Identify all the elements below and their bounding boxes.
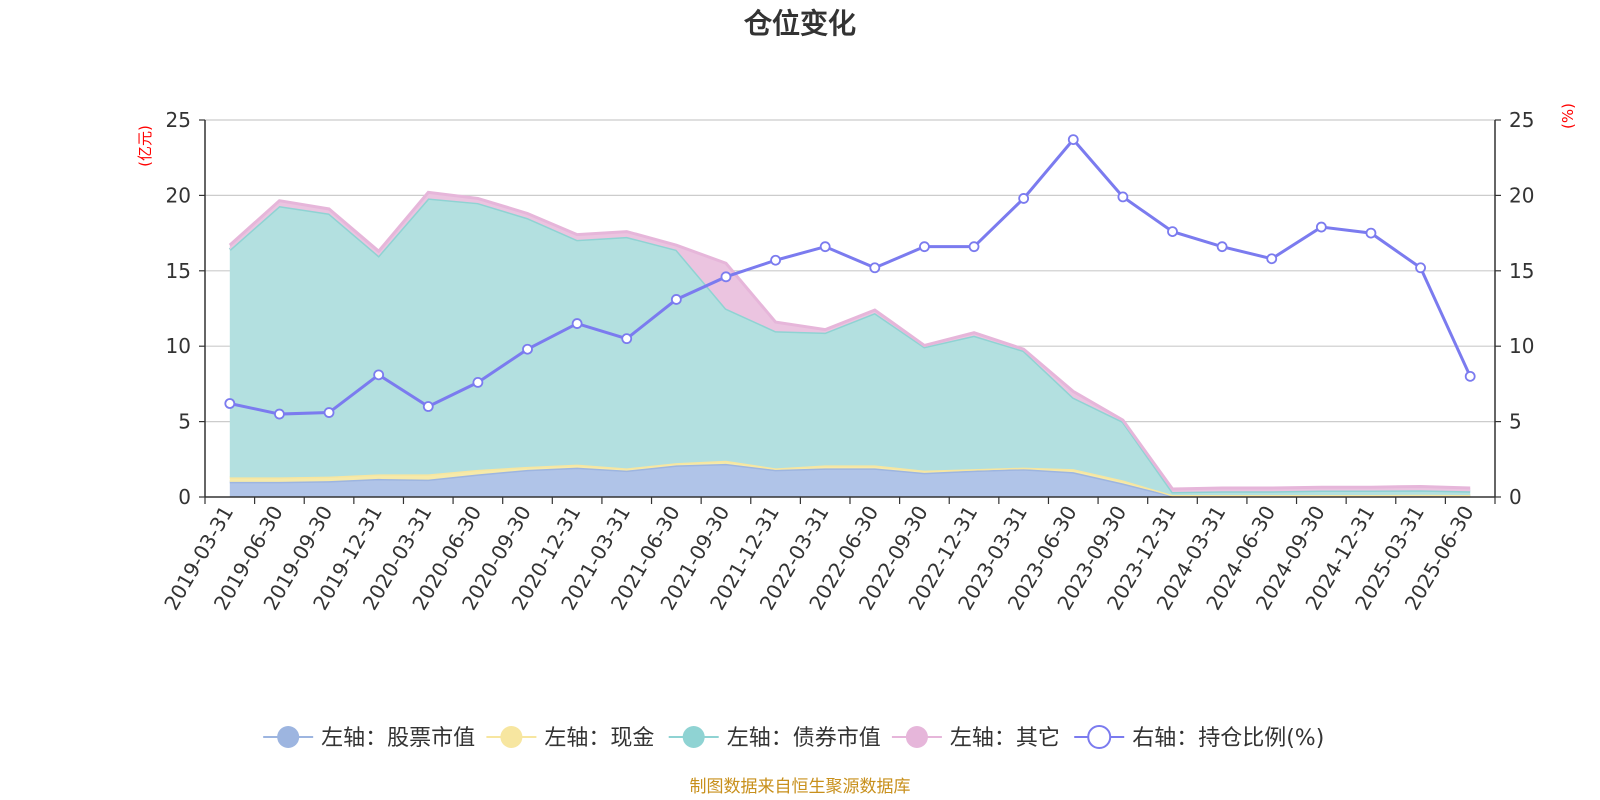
legend-label: 左轴：债券市值: [727, 726, 881, 751]
area-左轴：股票市值: [229, 463, 1471, 497]
legend-label: 左轴：现金: [544, 726, 654, 751]
line-point: [274, 408, 285, 420]
line-point: [472, 376, 484, 388]
right-axis-unit: (%): [1559, 103, 1577, 129]
line-point: [968, 241, 980, 253]
legend-item: 左轴：债券市值: [668, 726, 881, 751]
legend-label: 右轴：持仓比例(%): [1132, 726, 1324, 751]
line-point: [373, 369, 385, 381]
right-axis-tick-label: 20: [1509, 183, 1534, 207]
right-axis-tick-label: 10: [1509, 334, 1534, 358]
line-右轴：持仓比例(%): [229, 137, 1472, 416]
line-point: [670, 294, 682, 305]
line-point: [1365, 227, 1377, 239]
line-point: [621, 333, 633, 345]
left-axis-tick-label: 25: [166, 108, 191, 132]
line-point: [1018, 193, 1030, 204]
line-point: [1067, 134, 1079, 146]
line-point: [1266, 253, 1278, 265]
legend-marker-circle: [1087, 725, 1112, 749]
right-axis-tick-label: 15: [1509, 259, 1534, 283]
line-point: [571, 318, 583, 329]
line-point: [522, 343, 533, 355]
area-左轴：债券市值: [229, 198, 1471, 496]
line-point: [323, 407, 335, 418]
left-axis-tick-label: 15: [166, 259, 191, 283]
legend-marker-circle: [277, 726, 300, 748]
line-point: [1167, 226, 1178, 237]
right-axis-tick-label: 0: [1509, 485, 1522, 509]
line-point: [819, 241, 831, 253]
chart-title: 仓位变化: [744, 7, 856, 40]
legend-marker-circle: [682, 726, 705, 748]
left-axis-tick-label: 10: [166, 334, 191, 358]
right-axis-tick-label: 25: [1509, 108, 1534, 132]
line-point: [224, 398, 236, 409]
legend-label: 左轴：股票市值: [321, 726, 475, 751]
line-point: [770, 254, 781, 266]
legend-marker-circle: [905, 726, 928, 748]
legend-item: 左轴：其它: [891, 726, 1060, 751]
line-point: [1464, 370, 1476, 382]
right-axis-tick-label: 5: [1509, 410, 1522, 434]
legend-item: 右轴：持仓比例(%): [1074, 725, 1324, 751]
legend: 左轴：股票市值 左轴：现金 左轴：债券市值 左轴：其它 右轴：持仓比例(%): [263, 725, 1324, 751]
left-axis-tick-label: 0: [178, 485, 191, 509]
left-axis-tick-label: 5: [178, 410, 191, 434]
line-point: [720, 271, 732, 283]
line-point: [1415, 262, 1426, 274]
left-axis-tick-label: 20: [166, 183, 191, 207]
legend-marker-circle: [500, 726, 523, 748]
area-edge-左轴：其它: [228, 190, 1471, 491]
line-point: [1315, 221, 1327, 233]
legend-item: 左轴：现金: [486, 726, 654, 751]
legend-label: 左轴：其它: [950, 726, 1060, 751]
line-point: [1117, 191, 1129, 203]
left-axis-unit: (亿元): [136, 125, 154, 167]
source-note: 制图数据来自恒生聚源数据库: [690, 777, 911, 797]
line-point: [919, 241, 930, 253]
line-point: [1216, 241, 1228, 253]
line-point: [869, 262, 881, 274]
legend-item: 左轴：股票市值: [263, 726, 475, 751]
line-point: [422, 401, 434, 412]
area-左轴：现金: [229, 460, 1471, 496]
line-series: [224, 134, 1476, 420]
area-series: [228, 190, 1471, 498]
